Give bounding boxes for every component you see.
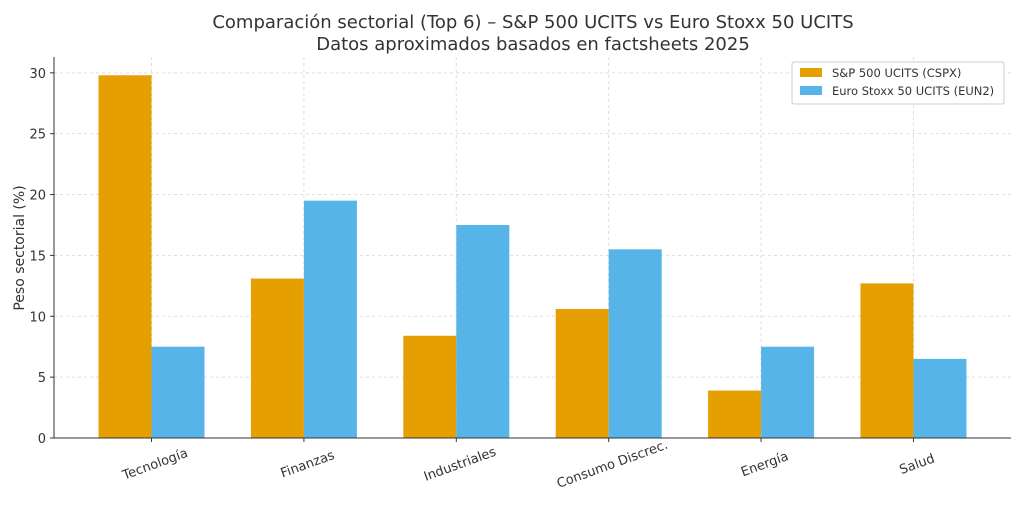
y-tick-label: 10 bbox=[29, 310, 46, 325]
legend-swatch-eun2 bbox=[800, 86, 822, 95]
y-tick-label: 25 bbox=[29, 128, 46, 143]
legend-label-eun2: Euro Stoxx 50 UCITS (EUN2) bbox=[832, 84, 994, 98]
bar-eun2-2 bbox=[456, 224, 510, 438]
legend-box bbox=[791, 61, 1005, 105]
legend-label-cspx: S&P 500 UCITS (CSPX) bbox=[832, 66, 961, 80]
y-tick-label: 30 bbox=[29, 67, 46, 82]
legend: S&P 500 UCITS (CSPX) Euro Stoxx 50 UCITS… bbox=[791, 61, 1005, 105]
bar-cspx-0 bbox=[98, 75, 152, 438]
x-tick-label: Consumo Discrec. bbox=[555, 438, 670, 492]
chart-subtitle: Datos aproximados basados en factsheets … bbox=[316, 34, 750, 55]
bar-eun2-0 bbox=[151, 346, 205, 438]
x-tick-label: Industriales bbox=[422, 445, 499, 485]
bar-cspx-3 bbox=[555, 308, 609, 438]
bar-eun2-5 bbox=[913, 358, 967, 438]
legend-swatch-cspx bbox=[800, 68, 822, 77]
bar-eun2-4 bbox=[761, 346, 815, 438]
bar-cspx-4 bbox=[708, 390, 762, 438]
y-axis-label: Peso sectorial (%) bbox=[12, 185, 28, 310]
bar-eun2-1 bbox=[303, 200, 357, 438]
y-tick-label: 15 bbox=[29, 249, 46, 264]
y-tick-label: 20 bbox=[29, 189, 46, 204]
y-tick-label: 5 bbox=[38, 371, 46, 386]
bar-eun2-3 bbox=[608, 249, 662, 438]
chart-title: Comparación sectorial (Top 6) – S&P 500 … bbox=[212, 12, 853, 33]
x-tick-label: Finanzas bbox=[279, 448, 337, 481]
x-tick-label: Salud bbox=[898, 451, 937, 478]
y-tick-label: 0 bbox=[38, 432, 46, 447]
bar-cspx-2 bbox=[403, 335, 457, 438]
x-tick-label: Tecnología bbox=[120, 446, 190, 484]
x-tick-label: Energía bbox=[739, 449, 791, 480]
bars bbox=[98, 75, 967, 438]
bar-cspx-5 bbox=[860, 283, 914, 438]
bar-cspx-1 bbox=[250, 278, 304, 438]
